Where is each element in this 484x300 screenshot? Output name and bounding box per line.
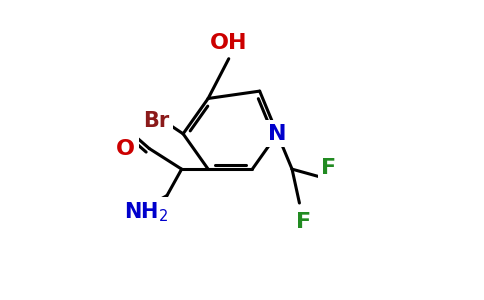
Text: NH$_2$: NH$_2$ [124, 200, 168, 224]
Text: F: F [321, 158, 336, 178]
Text: F: F [296, 212, 311, 232]
Text: Br: Br [143, 111, 170, 130]
Text: O: O [116, 139, 135, 158]
Text: N: N [268, 124, 287, 144]
Text: OH: OH [210, 32, 247, 52]
